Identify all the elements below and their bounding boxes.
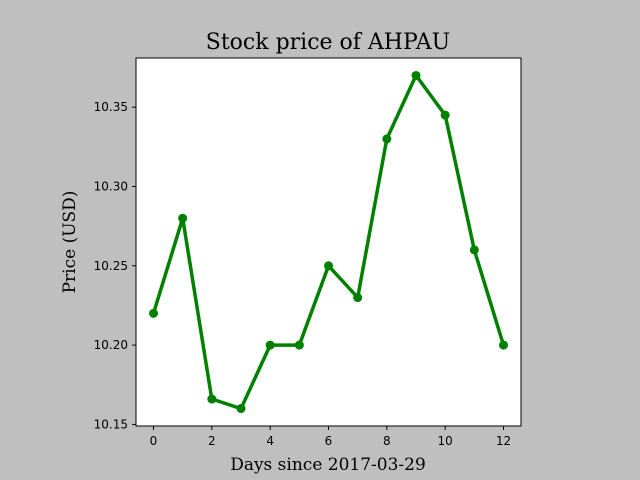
y-tick-label: 10.30 bbox=[94, 179, 128, 193]
x-axis-label: Days since 2017-03-29 bbox=[230, 455, 426, 475]
data-point bbox=[469, 245, 479, 255]
x-tick-label: 10 bbox=[438, 434, 453, 448]
y-tick-label: 10.20 bbox=[94, 338, 128, 352]
chart-title: Stock price of AHPAU bbox=[206, 30, 450, 55]
series-layer bbox=[149, 70, 508, 414]
x-tick-label: 12 bbox=[496, 434, 511, 448]
data-point bbox=[294, 340, 304, 350]
data-point bbox=[324, 261, 333, 271]
y-axis: 10.15 10.20 10.25 10.30 10.35 bbox=[94, 100, 136, 431]
data-point bbox=[499, 340, 508, 350]
data-point bbox=[353, 293, 363, 303]
data-point bbox=[265, 340, 275, 350]
x-tick-label: 4 bbox=[266, 434, 274, 448]
data-point bbox=[382, 134, 392, 144]
data-point bbox=[440, 110, 450, 120]
data-point bbox=[411, 70, 421, 80]
data-point bbox=[207, 394, 217, 404]
plot-area bbox=[135, 57, 522, 427]
data-point bbox=[149, 308, 158, 318]
y-axis-label: Price (USD) bbox=[60, 191, 80, 294]
y-tick-label: 10.25 bbox=[94, 259, 128, 273]
x-tick-label: 8 bbox=[383, 434, 391, 448]
x-tick-label: 2 bbox=[208, 434, 216, 448]
data-point bbox=[236, 404, 246, 414]
x-tick-label: 0 bbox=[150, 434, 158, 448]
x-tick-label: 6 bbox=[325, 434, 333, 448]
y-tick-label: 10.35 bbox=[94, 100, 128, 114]
y-tick-label: 10.15 bbox=[94, 417, 128, 431]
x-axis: 0 2 4 6 8 10 12 bbox=[150, 426, 511, 448]
data-point bbox=[178, 213, 188, 223]
